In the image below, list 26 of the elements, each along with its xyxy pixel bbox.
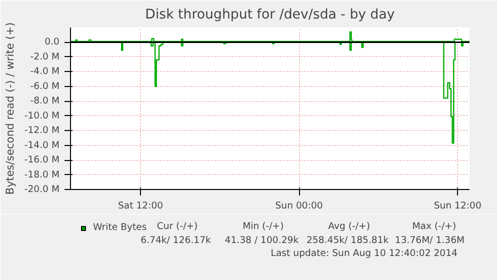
y-tick-label: -12.0 M <box>24 125 60 136</box>
y-tick-label: -6.0 M <box>30 80 60 92</box>
text: 41.38 / 100.29k <box>224 235 300 246</box>
text: 258.45k/ 185.81k <box>306 235 390 246</box>
y-axis-title: Bytes/second read (-) / write (+) <box>3 22 16 195</box>
text: Max (-/+) <box>412 221 456 232</box>
y-tick-label: -18.0 M <box>24 169 60 180</box>
y-tick-label: -4.0 M <box>30 66 60 78</box>
text: 13.76M/ 1.36M <box>394 235 465 246</box>
y-tick-label: -16.0 M <box>24 154 60 166</box>
y-tick-label: -2.0 M <box>30 51 60 62</box>
y-tick-label: -8.0 M <box>30 96 60 107</box>
y-tick-label: 0.0 <box>44 36 60 48</box>
chart-title: Disk throughput for /dev/sda - by day <box>145 8 395 22</box>
y-tick-label: -10.0 M <box>24 110 60 122</box>
x-tick-label: Sat 12:00 <box>118 200 164 212</box>
text: Cur (-/+) <box>156 221 198 232</box>
text: Last update: Sun Aug 10 12:40:02 2014 <box>270 248 458 259</box>
text: 6.74k/ 126.17k <box>140 235 212 246</box>
text: Min (-/+) <box>242 221 284 232</box>
legend-label: Write Bytes <box>93 222 147 233</box>
y-tick-label: -14.0 M <box>24 140 60 151</box>
y-tick-label: -20.0 M <box>24 184 60 195</box>
x-tick-label: Sun 00:00 <box>275 200 323 212</box>
text: Avg (-/+) <box>328 221 370 232</box>
x-tick-label: Sun 12:00 <box>434 200 482 212</box>
